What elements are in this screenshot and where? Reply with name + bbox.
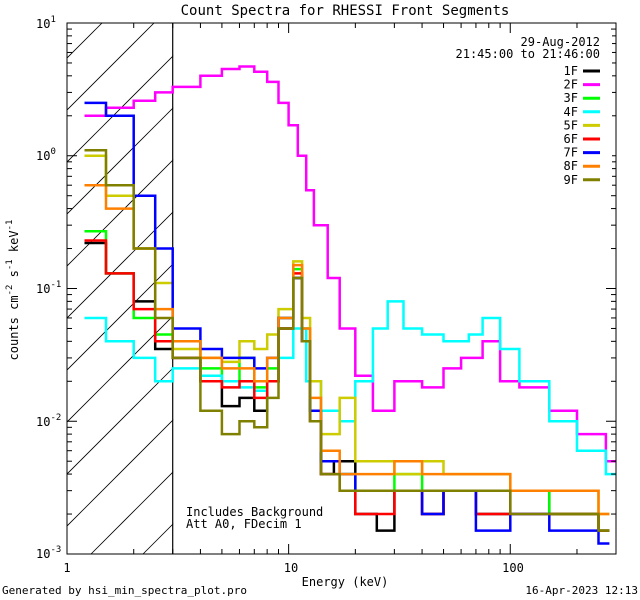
y-tick-label: 100	[36, 147, 56, 163]
legend-label-2F: 2F	[564, 78, 578, 92]
legend-time-range: 21:45:00 to 21:46:00	[456, 47, 601, 61]
y-tick-base: 10	[36, 17, 50, 31]
y-tick-base: 10	[36, 282, 50, 296]
y-tick-labels: 101 100 10-1 10-2 10-3	[36, 15, 61, 561]
legend-label-1F: 1F	[564, 64, 578, 78]
x-tick-label: 10	[284, 561, 298, 575]
x-tick-label: 1	[63, 561, 70, 575]
series-line-9F	[84, 149, 610, 532]
legend-label-5F: 5F	[564, 118, 578, 132]
y-tick-label: 10-2	[36, 413, 61, 429]
y-label-exp3: -1	[5, 220, 15, 231]
footer-generated-by: Generated by hsi_min_spectra_plot.pro	[2, 584, 247, 597]
y-tick-label: 10-1	[36, 280, 61, 296]
legend-bg	[476, 33, 612, 195]
series-line-2F	[84, 65, 616, 463]
hatch-line	[67, 23, 103, 59]
x-axis-label: Energy (keV)	[302, 575, 389, 589]
legend-label-8F: 8F	[564, 159, 578, 173]
y-tick-base: 10	[36, 415, 50, 429]
y-label-mid: s	[7, 270, 21, 284]
y-tick-exp: 0	[50, 147, 55, 157]
legend-label-7F: 7F	[564, 146, 578, 160]
footer-timestamp: 16-Apr-2023 12:13	[525, 584, 638, 597]
x-tick-label: 100	[502, 561, 524, 575]
hatch-line	[67, 23, 155, 111]
y-tick-label: 101	[36, 15, 56, 31]
legend-label-9F: 9F	[564, 173, 578, 187]
y-axis-label: counts cm-2 s-1 keV-1	[5, 220, 21, 361]
y-tick-base: 10	[36, 149, 50, 163]
y-label-exp2: -1	[5, 259, 15, 270]
y-tick-exp: -3	[50, 545, 61, 555]
series-layer	[84, 65, 616, 545]
axis-ticks	[66, 23, 617, 555]
y-tick-exp: 1	[50, 15, 55, 25]
legend-date: 29-Aug-2012	[521, 35, 600, 49]
y-label-end: keV	[7, 230, 21, 259]
y-tick-label: 10-3	[36, 545, 61, 561]
legend-label-6F: 6F	[564, 132, 578, 146]
annotation-attenuator: Att A0, FDecim 1	[186, 517, 302, 531]
x-tick-labels: 1 10 100	[63, 561, 523, 575]
legend-label-4F: 4F	[564, 105, 578, 119]
y-label-main: counts cm	[7, 295, 21, 360]
y-label-exp1: -2	[5, 285, 15, 296]
annotation-background: Includes Background	[186, 505, 323, 519]
series-line-8F	[84, 183, 610, 516]
chart-title: Count Spectra for RHESSI Front Segments	[181, 3, 510, 19]
y-tick-exp: -1	[50, 280, 61, 290]
y-tick-exp: -2	[50, 413, 61, 423]
legend-label-3F: 3F	[564, 91, 578, 105]
y-tick-base: 10	[36, 547, 50, 561]
